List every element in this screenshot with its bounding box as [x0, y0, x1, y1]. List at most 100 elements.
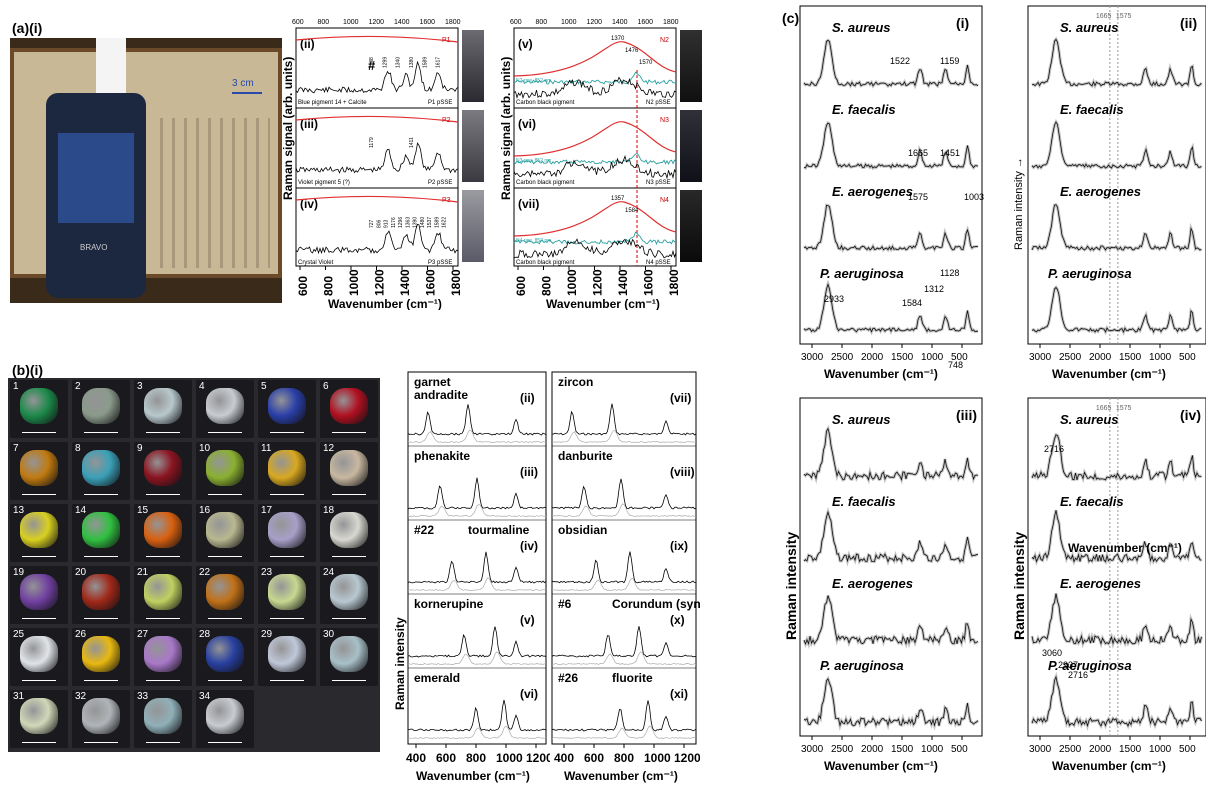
gem-number: 1 [13, 381, 19, 392]
species-name: E. faecalis [832, 494, 896, 509]
gem-stone [20, 388, 58, 424]
gem-stone [144, 698, 182, 734]
gem-scale-bar [22, 556, 56, 557]
panel-c-plots: Raman intensity → Raman intensity Raman … [783, 5, 1206, 773]
peak-label: 1380 [409, 57, 415, 68]
gem-scale-bar [208, 742, 242, 743]
gem-photo: 4 [196, 380, 254, 438]
gem-scale-bar [270, 494, 304, 495]
species-name: S. aureus [1060, 20, 1119, 35]
tick-label: 1500 [1119, 352, 1142, 363]
subplot-id: (iii) [956, 407, 977, 423]
peak-label: 1537 [427, 217, 433, 228]
spectrum-line [803, 595, 979, 646]
gem-photo: 34 [196, 690, 254, 748]
mineral-name: andradite [414, 388, 468, 402]
gem-stone [206, 574, 244, 610]
row-id: (viii) [670, 465, 695, 479]
spectrum-line [1031, 675, 1202, 728]
gem-number: 15 [137, 505, 149, 516]
tick-label: 1000 [1149, 352, 1172, 363]
panel-b-label: (b)(i) [12, 362, 44, 378]
peak-label: 1128 [940, 268, 959, 278]
gem-scale-bar [208, 494, 242, 495]
gem-scale-bar [332, 556, 366, 557]
gem-photo: 15 [134, 504, 192, 562]
spectrum-line [1031, 204, 1202, 251]
gem-stone [144, 574, 182, 610]
peak-label: 1589 [434, 217, 440, 228]
gem-photo: 20 [72, 566, 130, 624]
gem-number: 6 [323, 381, 329, 392]
gem-number: 11 [261, 443, 272, 454]
bottom-tick-label: 1400 [616, 269, 630, 296]
tick-label: 600 [436, 751, 456, 765]
subplot-id: (ii) [1180, 15, 1197, 31]
caption-right: N4 pSSE [646, 260, 671, 266]
gem-photo: 12 [320, 442, 378, 500]
gem-number: 9 [137, 443, 143, 454]
gem-photo: 27 [134, 628, 192, 686]
panel-a-right-plot: Raman signal (arb. units) 600 800 1000 1200… [499, 19, 681, 310]
top-tick-label: 1600 [638, 19, 654, 26]
gem-photo: 24 [320, 566, 378, 624]
spectrum-line [1031, 510, 1202, 563]
gem-scale-bar [84, 680, 118, 681]
caption-right: P1 pSSE [428, 100, 452, 106]
species-name: S. aureus [832, 412, 891, 427]
bottom-tick-label: 1800 [449, 269, 463, 296]
peak-label: 806 [376, 219, 382, 228]
caption-left: Carbon black pigment [516, 180, 575, 186]
pigment-sticks [160, 118, 270, 268]
handheld-spectrometer-photo: BRAVO 3 cm [10, 38, 282, 303]
reference-spectrum [407, 577, 546, 591]
row-id: (xi) [670, 687, 688, 701]
gem-scale-bar [146, 556, 180, 557]
species-name: P. aeruginosa [820, 266, 904, 281]
peak-label: 1003 [964, 192, 984, 202]
tick-label: 2500 [1059, 352, 1082, 363]
gem-photo: 26 [72, 628, 130, 686]
guide-label: 1575 [1116, 13, 1132, 20]
peak-label: 1312 [924, 284, 944, 294]
row-tag: N3 [660, 117, 669, 124]
gem-number: 24 [323, 567, 335, 578]
top-tick-label: 1000 [343, 19, 359, 26]
gem-photo: 1 [10, 380, 68, 438]
gem-number: 34 [199, 691, 211, 702]
gem-stone [268, 574, 306, 610]
gem-scale-bar [332, 680, 366, 681]
x-axis-label: Wavenumber (cm⁻¹) [328, 297, 442, 310]
ylabel-iv: Raman intensity [1011, 532, 1027, 640]
measured-spectrum [551, 478, 697, 510]
reference-spectrum [551, 651, 697, 665]
tick-label: 3000 [1029, 352, 1052, 363]
stray-axis-label: Wavenumber (cm⁻¹) [1068, 541, 1182, 555]
tick-label: 2000 [861, 352, 884, 363]
caption-left: Crystal Violet [298, 260, 334, 266]
reference-spectrum [407, 651, 547, 665]
gem-number: 13 [13, 505, 25, 516]
peak-label: 1357 [611, 196, 625, 202]
top-tick-label: 1200 [587, 19, 603, 26]
tick-label: 1000 [644, 751, 671, 765]
gem-number: 5 [261, 381, 267, 392]
peak-label: 1390 [413, 217, 419, 228]
sample-photo-p1 [462, 30, 484, 102]
gem-stone [20, 512, 58, 548]
gem-number: 22 [199, 567, 211, 578]
tick-label: 600 [584, 751, 604, 765]
gem-photo: 10 [196, 442, 254, 500]
gem-scale-bar [146, 680, 180, 681]
gem-stone [330, 512, 368, 548]
spectrum-line [803, 427, 979, 481]
x-axis-label: Wavenumber (cm⁻¹) [824, 367, 938, 381]
gem-number: 27 [137, 629, 149, 640]
species-name: E. faecalis [1060, 494, 1124, 509]
measured-spectrum [551, 551, 697, 584]
row-tag: N2 [660, 37, 669, 44]
spectrum-band [1030, 202, 1203, 253]
panel-c-label: (c) [782, 10, 800, 26]
gem-scale-bar [332, 494, 366, 495]
species-name: E. faecalis [832, 102, 896, 117]
